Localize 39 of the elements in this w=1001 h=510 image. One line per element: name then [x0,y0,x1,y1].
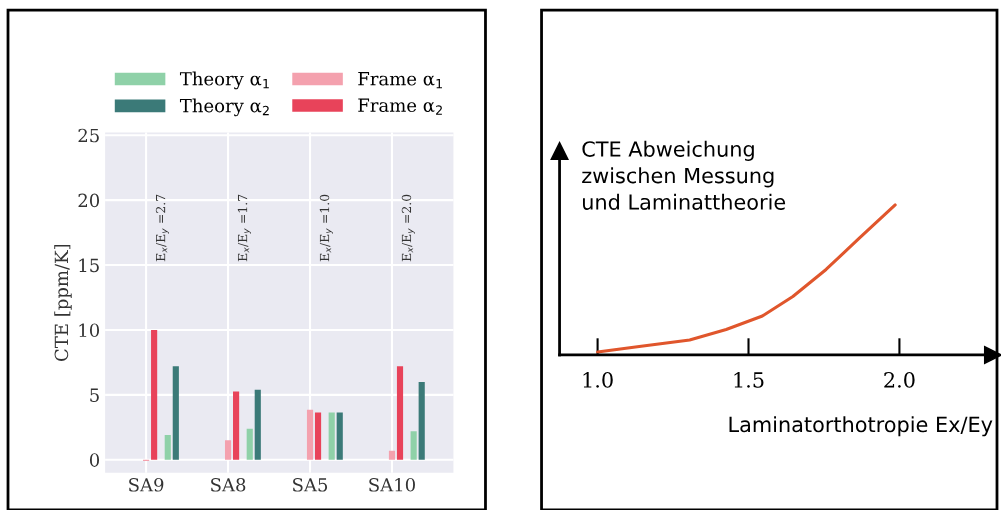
legend-label: Frame α$_{2}$ [358,98,442,115]
annotation: E$_{x}$/E$_{y}$ =1.7 [237,194,251,262]
y-tick-label: 0 [89,453,100,467]
x-tick-label: 1.5 [734,371,764,388]
y-axis-title: CTE [ppm/K] [54,244,72,362]
x-tick-label: 1.0 [583,371,613,388]
bar [224,440,232,460]
y-tick-label: 15 [79,258,99,273]
bar [410,431,417,460]
bar [172,366,179,460]
legend-label: Frame α$_{1}$ [358,72,442,89]
bar [418,381,425,460]
x-tick-label: SA5 [293,477,328,492]
bar [233,391,240,460]
x-tick-label: SA10 [369,477,415,492]
y-tick-label: 10 [79,323,100,338]
x-tick-label: 2.0 [884,371,915,388]
x-tick-label: SA9 [129,477,164,492]
bar [254,389,261,460]
bar [388,450,396,460]
bar [151,329,158,460]
bar [328,412,335,460]
bar [306,409,314,460]
bar [246,428,253,460]
legend-label: Theory α$_{1}$ [179,71,269,90]
annotation: E$_{x}$/E$_{y}$ =2.7 [155,194,169,262]
bar [164,435,171,460]
bar [396,366,404,460]
y-axis-title: CTE Abweichung zwischen Messung und Laminattheorie [582,140,786,210]
bar [314,412,322,460]
y-tick-label: 25 [78,128,99,143]
x-axis-title: Laminatorthotropie Ex/Ey [729,416,993,437]
legend-label: Theory α$_{2}$ [179,98,269,117]
x-tick-label: SA8 [211,477,246,492]
bar [336,412,343,460]
y-tick-label: 5 [90,388,99,402]
annotation: E$_{x}$/E$_{y}$ =2.0 [401,194,415,262]
annotation: E$_{x}$/E$_{y}$ =1.0 [319,194,333,262]
y-tick-label: 20 [78,193,100,208]
